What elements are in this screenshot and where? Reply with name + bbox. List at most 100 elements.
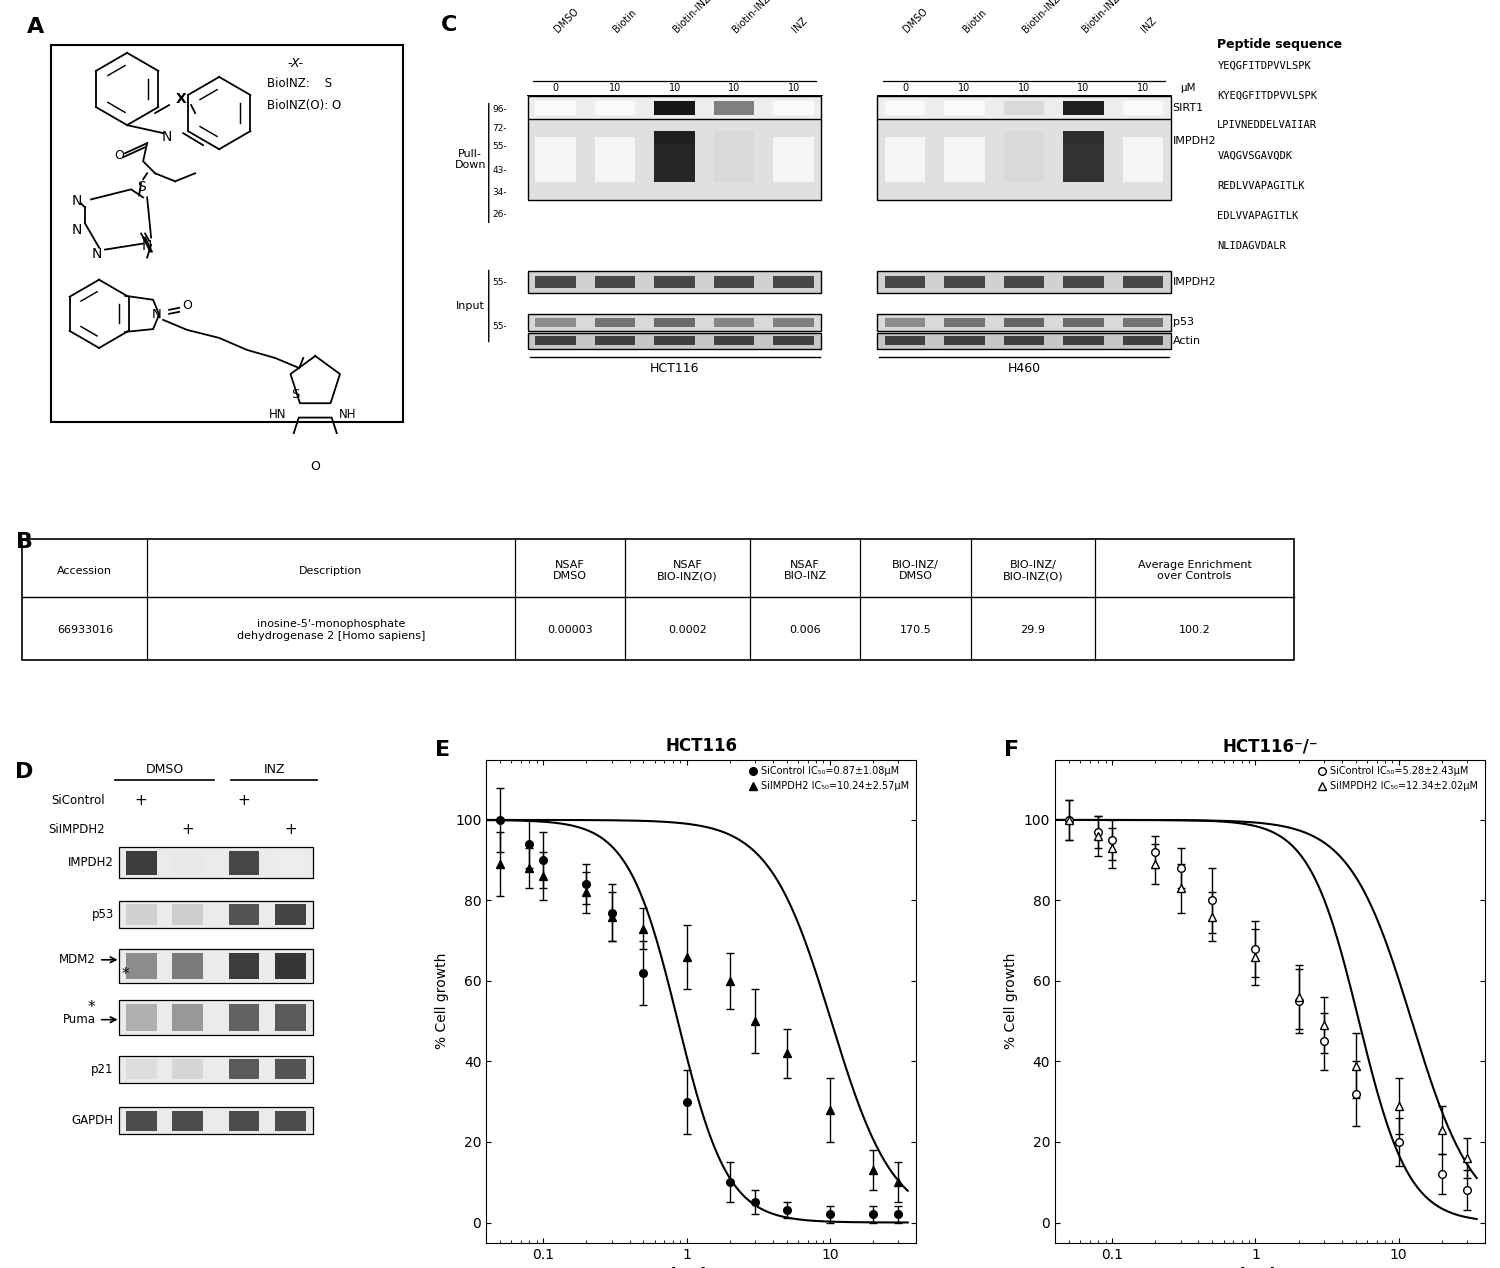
Text: 10: 10 xyxy=(788,82,800,93)
Text: NLIDAGVDALR: NLIDAGVDALR xyxy=(1218,241,1286,251)
Bar xyxy=(22,539,1294,661)
Text: Biotin: Biotin xyxy=(612,8,639,34)
Bar xyxy=(596,101,636,114)
Text: N: N xyxy=(152,308,162,321)
Bar xyxy=(126,954,156,979)
Text: -X-: -X- xyxy=(286,57,303,70)
Bar xyxy=(172,1111,202,1131)
Text: O: O xyxy=(114,148,125,162)
Bar xyxy=(536,336,576,345)
Text: BioINZ(O): O: BioINZ(O): O xyxy=(267,99,342,112)
Bar xyxy=(878,314,1172,331)
Text: HN: HN xyxy=(268,408,286,421)
Text: HCT116: HCT116 xyxy=(650,361,699,375)
Text: Pull-
Down: Pull- Down xyxy=(454,148,486,170)
Legend: SiControl IC₅₀=0.87±1.08μM, SiIMPDH2 IC₅₀=10.24±2.57μM: SiControl IC₅₀=0.87±1.08μM, SiIMPDH2 IC₅… xyxy=(747,765,910,794)
Text: INZ: INZ xyxy=(790,15,808,34)
Text: D: D xyxy=(15,762,33,781)
Text: 0: 0 xyxy=(902,82,908,93)
Bar xyxy=(654,101,694,114)
Text: KYEQGFITDPVVLSPK: KYEQGFITDPVVLSPK xyxy=(1218,90,1317,100)
Bar xyxy=(1064,336,1104,345)
Bar xyxy=(654,318,694,327)
Text: INZ: INZ xyxy=(1140,15,1158,34)
Bar xyxy=(885,276,926,288)
Text: 55-: 55- xyxy=(492,278,507,287)
Text: 0.006: 0.006 xyxy=(789,625,820,635)
Bar xyxy=(885,318,926,327)
Bar xyxy=(172,851,202,875)
Text: 0.00003: 0.00003 xyxy=(548,625,592,635)
Bar xyxy=(230,954,260,979)
Text: 10: 10 xyxy=(1077,82,1089,93)
Text: IMPDH2: IMPDH2 xyxy=(68,856,114,870)
Text: 10: 10 xyxy=(609,82,621,93)
Bar xyxy=(945,318,986,327)
Bar xyxy=(1122,336,1164,345)
Bar xyxy=(878,332,1172,349)
Bar xyxy=(126,904,156,924)
Bar xyxy=(1004,101,1044,114)
Bar xyxy=(536,276,576,288)
Bar xyxy=(878,271,1172,293)
Text: Biotin: Biotin xyxy=(962,8,988,34)
Bar xyxy=(774,101,814,114)
Text: DMSO: DMSO xyxy=(146,763,183,776)
Bar xyxy=(118,950,314,983)
Text: +: + xyxy=(182,822,194,837)
Text: SiIMPDH2: SiIMPDH2 xyxy=(48,823,105,836)
Text: 34-: 34- xyxy=(492,188,507,197)
Text: 55-: 55- xyxy=(492,322,507,331)
Text: IMPDH2: IMPDH2 xyxy=(1173,278,1216,287)
Text: SIRT1: SIRT1 xyxy=(1173,103,1204,113)
Text: H460: H460 xyxy=(1008,361,1041,375)
Text: 0: 0 xyxy=(552,82,558,93)
Text: *: * xyxy=(122,966,129,981)
Bar xyxy=(885,336,926,345)
Text: NSAF
DMSO: NSAF DMSO xyxy=(554,559,586,581)
Bar xyxy=(528,119,822,199)
Bar xyxy=(1064,101,1104,114)
Text: IMPDH2: IMPDH2 xyxy=(1173,136,1216,146)
Text: INZ: INZ xyxy=(264,763,285,776)
Bar xyxy=(885,137,926,181)
Bar xyxy=(1004,318,1044,327)
Title: HCT116: HCT116 xyxy=(664,737,736,756)
Bar xyxy=(230,851,260,875)
Text: p21: p21 xyxy=(92,1063,114,1075)
Bar xyxy=(596,336,636,345)
Bar xyxy=(536,318,576,327)
Text: 72-: 72- xyxy=(492,124,507,133)
Bar xyxy=(878,96,1172,120)
Bar xyxy=(118,847,314,879)
Bar xyxy=(945,336,986,345)
Bar xyxy=(118,1056,314,1083)
Text: EDLVVAPAGITLK: EDLVVAPAGITLK xyxy=(1218,210,1299,221)
Bar xyxy=(172,1059,202,1079)
Text: 10: 10 xyxy=(958,82,970,93)
Text: Biotin-INZ: Biotin-INZ xyxy=(672,0,712,34)
Bar xyxy=(774,318,814,327)
Bar xyxy=(126,1111,156,1131)
Bar xyxy=(878,119,1172,199)
Text: p53: p53 xyxy=(1173,317,1194,327)
Text: *: * xyxy=(88,999,96,1014)
Text: p53: p53 xyxy=(92,908,114,921)
Bar xyxy=(118,902,314,928)
Text: A: A xyxy=(27,16,45,37)
Text: 96-: 96- xyxy=(492,105,507,114)
Bar xyxy=(172,904,202,924)
Bar xyxy=(1004,137,1044,181)
Text: O: O xyxy=(310,460,320,473)
Text: +: + xyxy=(238,794,250,808)
Y-axis label: % Cell growth: % Cell growth xyxy=(435,952,450,1050)
Bar xyxy=(714,336,754,345)
Title: HCT116⁻/⁻: HCT116⁻/⁻ xyxy=(1222,737,1318,756)
Bar xyxy=(654,276,694,288)
Text: Input: Input xyxy=(456,301,484,311)
Bar xyxy=(230,1004,260,1031)
Bar xyxy=(528,332,822,349)
Text: B: B xyxy=(16,533,33,552)
Text: 100.2: 100.2 xyxy=(1179,625,1210,635)
Bar xyxy=(230,1059,260,1079)
